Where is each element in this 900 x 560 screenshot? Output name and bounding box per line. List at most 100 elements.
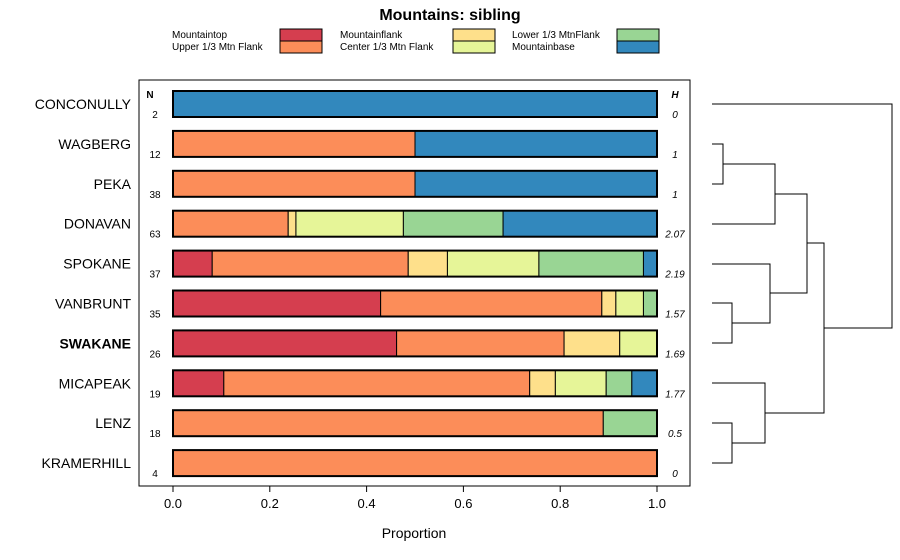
bar-segment	[172, 250, 213, 278]
bar-segment	[172, 210, 289, 238]
legend-label: Mountainflank	[340, 30, 403, 41]
n-value: 35	[149, 310, 161, 321]
site-label: DONAVAN	[64, 216, 131, 232]
h-value: 0.5	[668, 429, 682, 440]
site-label: KRAMERHILL	[42, 455, 132, 471]
legend-swatch	[452, 28, 496, 42]
site-label: VANBRUNT	[55, 296, 131, 312]
n-value: 4	[152, 469, 158, 480]
bar-segment	[211, 250, 409, 278]
bar-outline	[172, 249, 658, 278]
n-value: 12	[149, 150, 161, 161]
bar-segment	[602, 409, 658, 437]
legend-swatch	[279, 40, 323, 54]
x-tick-label: 1.0	[648, 496, 666, 511]
bar-segment	[502, 210, 658, 238]
h-value: 1	[672, 150, 678, 161]
bar-segment	[407, 250, 448, 278]
site-label: SPOKANE	[63, 256, 131, 272]
bar-segment	[172, 90, 658, 118]
x-tick-label: 0.6	[454, 496, 472, 511]
bar-outline	[172, 289, 658, 318]
bar-segment	[601, 290, 617, 317]
n-value: 26	[149, 349, 161, 360]
legend-label: Lower 1/3 MtnFlank	[512, 30, 601, 41]
bar-segment	[172, 130, 416, 158]
bar-outline	[172, 449, 658, 478]
dendrogram-branch	[712, 382, 766, 464]
bar-segment	[295, 210, 404, 238]
x-tick-label: 0.0	[164, 496, 182, 511]
bar-segment	[414, 130, 658, 158]
site-label: PEKA	[94, 176, 132, 192]
bar-segment	[642, 290, 658, 317]
bar-segment	[172, 170, 416, 198]
bar-outline	[172, 409, 658, 438]
bar-outline	[172, 329, 658, 358]
x-axis-title: Proportion	[382, 525, 447, 541]
legend-label: Upper 1/3 Mtn Flank	[172, 42, 264, 53]
legend-label: Mountainbase	[512, 42, 575, 53]
legend-label: Center 1/3 Mtn Flank	[340, 42, 434, 53]
h-value: 1.77	[665, 389, 685, 400]
bar-segment	[402, 210, 504, 238]
bar-outline	[172, 90, 658, 118]
bar-segment	[605, 369, 633, 397]
h-value: 1	[672, 190, 678, 201]
dendrogram-branch	[712, 143, 776, 225]
legend-label: Mountaintop	[172, 30, 227, 41]
site-label: CONCONULLY	[35, 96, 132, 112]
bar-segment	[619, 329, 658, 357]
bar-outline	[172, 369, 658, 398]
h-value: 2.19	[664, 270, 685, 281]
bar-segment	[172, 369, 225, 397]
n-value: 19	[149, 389, 161, 400]
bar-segment	[172, 290, 382, 317]
x-tick-label: 0.4	[358, 496, 376, 511]
bar-segment	[642, 250, 658, 278]
bar-outline	[172, 209, 658, 238]
bar-segment	[414, 170, 658, 198]
site-label: WAGBERG	[58, 136, 131, 152]
legend-swatch	[616, 40, 660, 54]
cluster-dendrogram	[712, 103, 893, 464]
bar-segment	[446, 250, 540, 278]
x-tick-label: 0.8	[551, 496, 569, 511]
n-value: 37	[149, 270, 161, 281]
chart-title: Mountains: sibling	[379, 7, 520, 24]
bar-outline	[172, 129, 658, 158]
h-value: 0	[672, 110, 678, 121]
n-value: 38	[149, 190, 161, 201]
x-tick-label: 0.2	[261, 496, 279, 511]
site-label: MICAPEAK	[59, 375, 132, 391]
site-label: SWAKANE	[59, 335, 131, 351]
bar-segment	[538, 250, 644, 278]
dendrogram-branch	[765, 193, 825, 414]
bar-segment	[380, 290, 603, 317]
h-value: 1.57	[665, 310, 685, 321]
bar-segment	[172, 409, 604, 437]
dendrogram-branch	[712, 263, 771, 344]
bar-segment	[529, 369, 556, 397]
bar-segment	[396, 329, 565, 357]
h-value: 0	[672, 469, 678, 480]
bar-segment	[563, 329, 621, 357]
bar-segment	[172, 449, 658, 477]
bar-segment	[287, 210, 297, 238]
h-value: 2.07	[664, 230, 685, 241]
plot-frame	[138, 79, 691, 487]
legend-swatch	[279, 28, 323, 42]
bar-segment	[615, 290, 644, 317]
legend-swatch	[616, 28, 660, 42]
h-value: 1.69	[665, 349, 685, 360]
n-value: 63	[149, 230, 161, 241]
bar-segment	[554, 369, 607, 397]
bar-outline	[172, 169, 658, 198]
x-axis: 0.0 0.2 0.4 0.6 0.8 1.0	[164, 486, 666, 511]
n-column-header: N	[146, 90, 153, 101]
bar-rows: CONCONULLY 2 0 WAGBERG 12 1 PEKA 38 1 DONAVAN 63 2.…	[35, 90, 685, 480]
bar-segment	[172, 329, 398, 357]
bar-segment	[223, 369, 531, 397]
